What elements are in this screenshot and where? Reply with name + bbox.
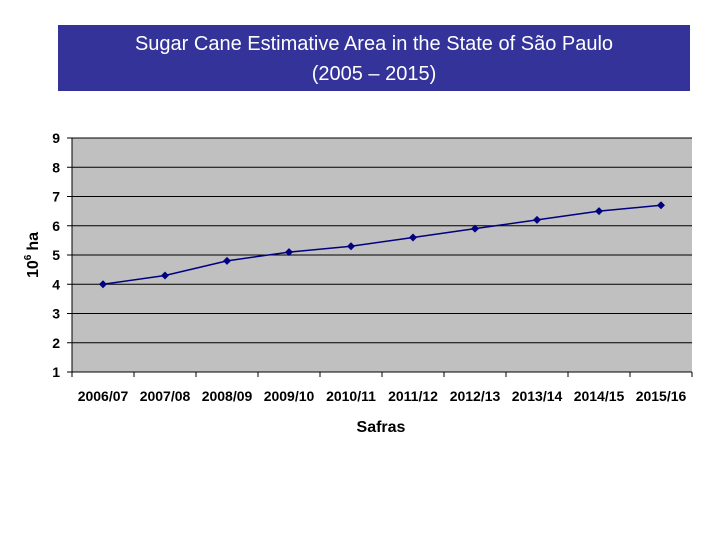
x-tick-label-2011-12: 2011/12 — [388, 388, 438, 404]
data-point-2015-16 — [657, 201, 665, 210]
y-axis-title: 106 ha — [23, 232, 42, 278]
y-tick-label-9: 9 — [52, 130, 60, 146]
data-point-2012-13 — [471, 224, 479, 233]
x-tick-label-2010-11: 2010/11 — [326, 388, 376, 404]
y-tick-label-3: 3 — [52, 306, 60, 322]
data-point-2009-10 — [285, 248, 293, 257]
y-tick-label-2: 2 — [52, 335, 60, 351]
y-tick-label-4: 4 — [52, 276, 60, 292]
series-line — [102, 204, 662, 285]
y-tick-label-5: 5 — [52, 247, 60, 263]
svg-text:106ha: 106 ha — [23, 232, 42, 278]
x-tick-label-2009-10: 2009/10 — [264, 388, 315, 404]
data-point-2006-07 — [99, 280, 107, 289]
chart-title-line-2: (2005 – 2015) — [311, 63, 437, 85]
gridlines — [72, 137, 692, 373]
data-point-2007-08 — [161, 271, 169, 280]
x-tick-label-2013-14: 2013/14 — [512, 388, 563, 404]
y-tick-label-6: 6 — [52, 218, 60, 234]
x-tick-label-2014-15: 2014/15 — [574, 388, 625, 404]
data-point-2008-09 — [223, 256, 231, 265]
y-tick-label-7: 7 — [52, 189, 60, 205]
x-axis-ticks: 2006/07 2007/08 2008/09 2009/10 2010/11 2011/… — [71, 372, 693, 404]
series-area — [99, 201, 665, 289]
chart-title-line-1: Sugar Cane Estimative Area in the State … — [134, 33, 614, 55]
x-axis-title: Safras — [357, 419, 406, 436]
x-tick-label-2008-09: 2008/09 — [202, 388, 253, 404]
x-tick-label-2015-16: 2015/16 — [636, 388, 687, 404]
data-point-2013-14 — [533, 215, 541, 224]
data-point-2011-12 — [409, 233, 417, 242]
data-point-2010-11 — [347, 242, 355, 251]
y-axis-ticks: 1 2 3 4 5 6 7 8 9 — [52, 130, 73, 380]
y-tick-label-8: 8 — [52, 159, 60, 175]
y-axis-title-base: 10 — [25, 260, 42, 278]
x-tick-label-2006-07: 2006/07 — [78, 388, 129, 404]
y-axis-title-unit: ha — [25, 232, 42, 251]
y-tick-label-1: 1 — [52, 364, 60, 380]
y-axis-title-exponent: 6 — [23, 254, 34, 260]
x-tick-label-2012-13: 2012/13 — [450, 388, 501, 404]
x-tick-label-2007-08: 2007/08 — [140, 388, 191, 404]
data-point-2014-15 — [595, 207, 603, 216]
chart-title: Sugar Cane Estimative Area in the State … — [58, 25, 690, 91]
